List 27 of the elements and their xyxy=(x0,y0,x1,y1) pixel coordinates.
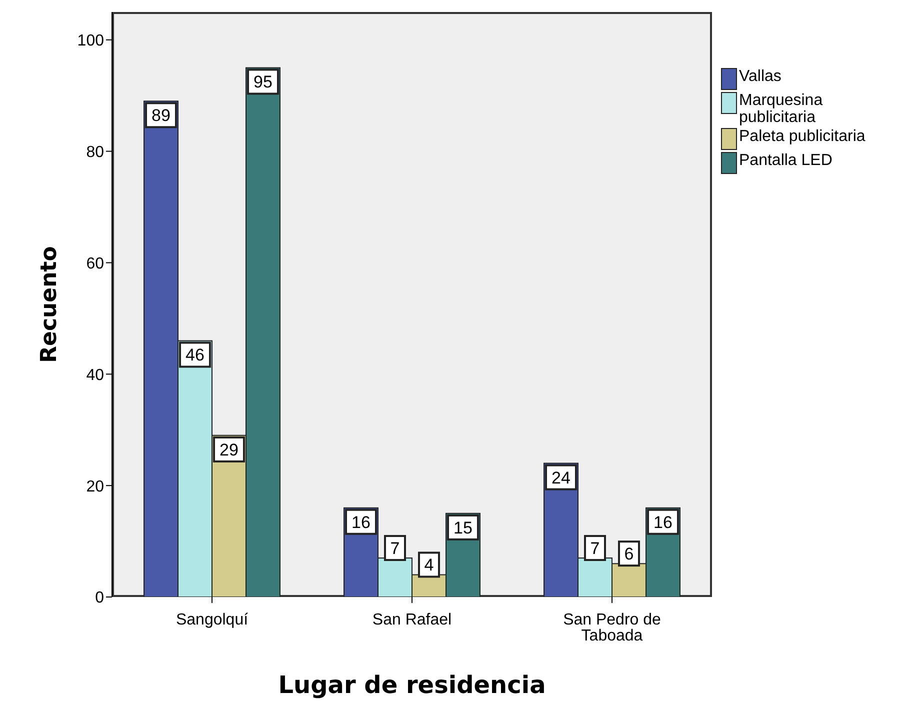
data-label: 16 xyxy=(654,512,672,532)
y-tick-label: 60 xyxy=(86,255,104,272)
data-label: 7 xyxy=(390,539,400,558)
y-axis-title: Recuento xyxy=(36,246,62,363)
y-tick-label: 80 xyxy=(86,144,104,161)
legend-label: Paleta publicitaria xyxy=(739,128,866,145)
y-tick-label: 100 xyxy=(77,32,104,50)
data-label: 16 xyxy=(352,512,370,532)
data-label: 89 xyxy=(152,106,170,126)
data-label: 4 xyxy=(424,556,434,575)
data-label: 24 xyxy=(552,468,570,488)
x-tick-label: Sangolquí xyxy=(176,611,249,628)
legend-label: Pantalla LED xyxy=(739,152,834,169)
data-label: 29 xyxy=(220,440,238,460)
legend-label: Vallas xyxy=(739,68,782,85)
x-tick-label: San Rafael xyxy=(372,611,452,628)
x-tick-label: San Pedro de Taboada xyxy=(563,611,662,644)
data-label: 95 xyxy=(254,72,272,92)
y-tick-label: 0 xyxy=(95,590,104,607)
data-label: 7 xyxy=(590,539,600,558)
data-label: 6 xyxy=(624,544,634,564)
x-axis-title: Lugar de residencia xyxy=(278,671,546,699)
data-label: 46 xyxy=(186,346,204,365)
data-label: 15 xyxy=(454,518,472,538)
y-tick-label: 20 xyxy=(86,478,104,496)
y-tick-label: 40 xyxy=(86,366,104,384)
legend-label: Marquesina publicitaria xyxy=(739,92,824,126)
